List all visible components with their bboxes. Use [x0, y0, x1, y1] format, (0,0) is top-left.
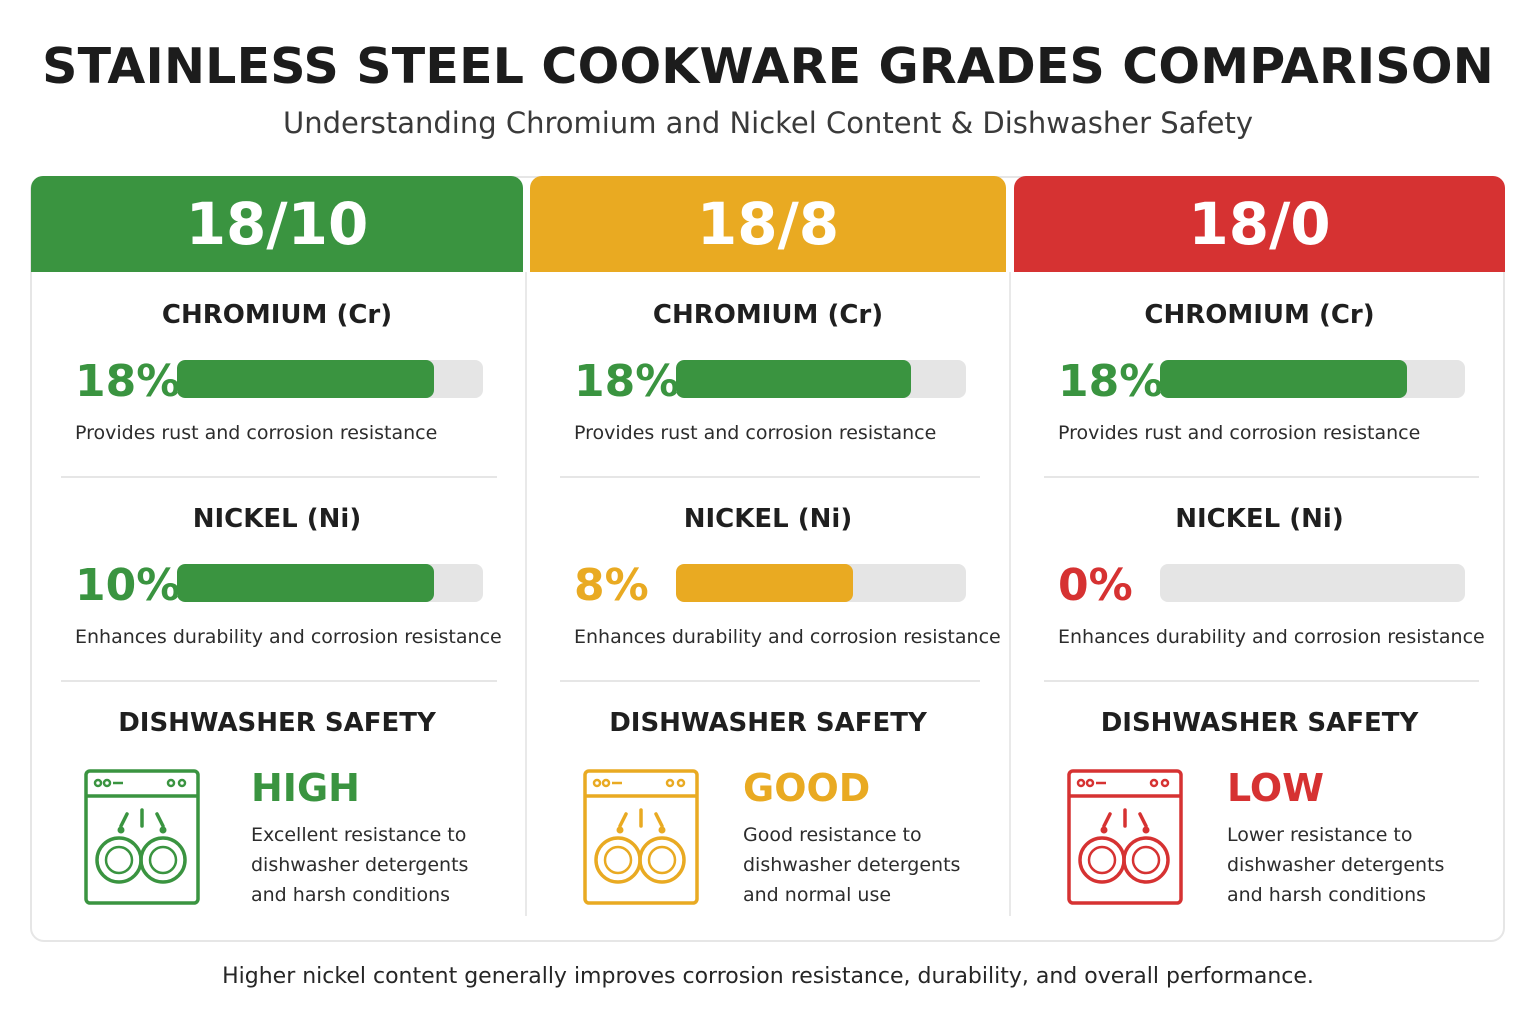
- section-divider: [1044, 680, 1479, 682]
- safety-description-line: dishwasher detergents: [251, 854, 469, 876]
- grade-column-1: 18/10 CHROMIUM (Cr) 18% Provides rust an…: [31, 176, 523, 916]
- safety-description-line: and harsh conditions: [1227, 884, 1427, 906]
- nickel-percent: 0%: [1058, 560, 1133, 611]
- grade-column-2: 18/8 CHROMIUM (Cr) 18% Provides rust and…: [530, 176, 1006, 916]
- column-divider: [525, 272, 527, 916]
- chromium-percent: 18%: [574, 356, 680, 407]
- chromium-description: Provides rust and corrosion resistance: [75, 422, 438, 444]
- safety-description-line: Lower resistance to: [1227, 824, 1413, 846]
- safety-description-line: Excellent resistance to: [251, 824, 467, 846]
- dishwasher-label: DISHWASHER SAFETY: [609, 708, 927, 738]
- nickel-bar-fill: [676, 564, 853, 602]
- chromium-description: Provides rust and corrosion resistance: [1058, 422, 1421, 444]
- nickel-description: Enhances durability and corrosion resist…: [75, 626, 502, 648]
- chromium-bar-fill: [676, 360, 911, 398]
- chromium-bar: [1160, 360, 1465, 398]
- chromium-bar-fill: [1160, 360, 1408, 398]
- safety-description: Excellent resistance to dishwasher deter…: [251, 820, 491, 910]
- nickel-description: Enhances durability and corrosion resist…: [1058, 626, 1485, 648]
- safety-description: Good resistance to dishwasher detergents…: [743, 820, 983, 910]
- safety-description: Lower resistance to dishwasher detergent…: [1227, 820, 1467, 910]
- safety-description-line: and normal use: [743, 884, 892, 906]
- page-subtitle: Understanding Chromium and Nickel Conten…: [282, 106, 1254, 140]
- chromium-description: Provides rust and corrosion resistance: [574, 422, 937, 444]
- dishwasher-icon: [84, 769, 200, 905]
- dishwasher-label: DISHWASHER SAFETY: [118, 708, 436, 738]
- section-divider: [560, 476, 980, 478]
- safety-level: LOW: [1227, 766, 1325, 810]
- dishwasher-icon: [583, 769, 699, 905]
- nickel-bar: [177, 564, 483, 602]
- grade-name: 18/10: [185, 190, 369, 258]
- nickel-bar: [1160, 564, 1465, 602]
- chromium-percent: 18%: [1058, 356, 1164, 407]
- nickel-percent: 8%: [574, 560, 649, 611]
- nickel-label: NICKEL (Ni): [683, 504, 853, 534]
- section-divider: [61, 476, 497, 478]
- grade-header: 18/10: [31, 176, 523, 272]
- column-divider: [1009, 272, 1011, 916]
- page-title: STAINLESS STEEL COOKWARE GRADES COMPARIS…: [42, 38, 1494, 95]
- chromium-bar: [676, 360, 966, 398]
- safety-description-line: Good resistance to: [743, 824, 922, 846]
- footer-note: Higher nickel content generally improves…: [222, 964, 1314, 989]
- safety-description-line: dishwasher detergents: [743, 854, 961, 876]
- grade-header: 18/8: [530, 176, 1006, 272]
- chromium-label: CHROMIUM (Cr): [1144, 300, 1375, 330]
- section-divider: [560, 680, 980, 682]
- comparison-panel: [30, 176, 1505, 942]
- dishwasher-icon: [1067, 769, 1183, 905]
- section-divider: [61, 680, 497, 682]
- nickel-label: NICKEL (Ni): [1175, 504, 1344, 534]
- nickel-label: NICKEL (Ni): [192, 504, 362, 534]
- grade-column-3: 18/0 CHROMIUM (Cr) 18% Provides rust and…: [1014, 176, 1505, 916]
- chromium-label: CHROMIUM (Cr): [161, 300, 393, 330]
- grade-name: 18/0: [1188, 190, 1331, 258]
- safety-level: HIGH: [251, 766, 360, 810]
- dishwasher-label: DISHWASHER SAFETY: [1100, 708, 1419, 738]
- safety-description-line: and harsh conditions: [251, 884, 451, 906]
- nickel-bar: [676, 564, 966, 602]
- chromium-label: CHROMIUM (Cr): [652, 300, 884, 330]
- chromium-bar-fill: [177, 360, 435, 398]
- nickel-percent: 10%: [75, 560, 181, 611]
- safety-level: GOOD: [743, 766, 871, 810]
- grade-header: 18/0: [1014, 176, 1505, 272]
- safety-description-line: dishwasher detergents: [1227, 854, 1445, 876]
- grade-name: 18/8: [696, 190, 840, 258]
- nickel-description: Enhances durability and corrosion resist…: [574, 626, 1001, 648]
- chromium-percent: 18%: [75, 356, 181, 407]
- chromium-bar: [177, 360, 483, 398]
- nickel-bar-fill: [177, 564, 435, 602]
- section-divider: [1044, 476, 1479, 478]
